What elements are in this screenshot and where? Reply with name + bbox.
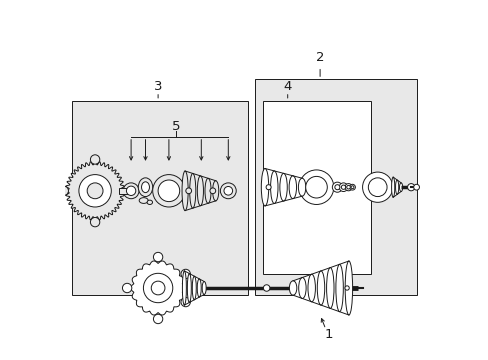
Ellipse shape [288, 176, 296, 199]
Text: 2: 2 [315, 51, 324, 64]
Circle shape [299, 170, 333, 204]
Circle shape [344, 286, 348, 290]
Circle shape [181, 269, 190, 279]
Circle shape [367, 178, 386, 197]
Circle shape [305, 176, 326, 198]
Ellipse shape [307, 274, 315, 302]
Circle shape [90, 217, 100, 227]
Circle shape [153, 252, 163, 262]
Ellipse shape [270, 171, 278, 203]
Circle shape [339, 183, 347, 192]
Polygon shape [292, 261, 348, 315]
Circle shape [87, 183, 103, 199]
Circle shape [362, 172, 392, 202]
Ellipse shape [298, 178, 305, 196]
Text: 5: 5 [171, 120, 180, 132]
Ellipse shape [189, 174, 195, 208]
Ellipse shape [187, 274, 191, 302]
Bar [262, 101, 370, 274]
Circle shape [151, 281, 164, 295]
Circle shape [346, 185, 349, 189]
Bar [72, 101, 247, 295]
Ellipse shape [182, 271, 186, 305]
Bar [255, 79, 416, 295]
Circle shape [153, 314, 163, 324]
Ellipse shape [197, 279, 201, 297]
Circle shape [334, 185, 339, 190]
Ellipse shape [289, 281, 296, 295]
Ellipse shape [326, 267, 333, 309]
Polygon shape [392, 177, 400, 197]
Circle shape [265, 185, 270, 190]
Text: 1: 1 [324, 328, 333, 341]
Circle shape [341, 185, 345, 189]
Ellipse shape [204, 178, 211, 203]
Circle shape [224, 186, 232, 195]
Bar [119, 188, 128, 194]
Ellipse shape [139, 198, 148, 203]
Circle shape [220, 183, 236, 199]
Ellipse shape [317, 271, 324, 305]
Ellipse shape [391, 177, 394, 197]
Circle shape [332, 182, 342, 192]
Polygon shape [185, 171, 215, 211]
Circle shape [181, 297, 190, 307]
Ellipse shape [212, 181, 218, 201]
Ellipse shape [197, 176, 203, 206]
Circle shape [152, 175, 185, 207]
Circle shape [126, 186, 136, 195]
Ellipse shape [279, 174, 286, 201]
Circle shape [407, 184, 414, 191]
Circle shape [185, 188, 191, 194]
Text: 3: 3 [154, 80, 162, 93]
Ellipse shape [138, 178, 152, 197]
Circle shape [350, 186, 353, 189]
Circle shape [122, 283, 132, 293]
Circle shape [143, 273, 172, 303]
Circle shape [79, 175, 111, 207]
Circle shape [158, 180, 179, 202]
Ellipse shape [263, 285, 269, 291]
Circle shape [123, 183, 139, 199]
Circle shape [209, 188, 215, 194]
Polygon shape [130, 261, 185, 315]
Circle shape [344, 184, 351, 191]
Ellipse shape [202, 282, 206, 294]
Ellipse shape [182, 171, 188, 211]
Text: 4: 4 [283, 80, 291, 93]
Ellipse shape [335, 264, 343, 312]
Ellipse shape [298, 278, 305, 298]
Polygon shape [184, 271, 204, 305]
Ellipse shape [192, 276, 196, 300]
Ellipse shape [141, 182, 149, 193]
Ellipse shape [399, 183, 402, 192]
Ellipse shape [261, 168, 268, 206]
Circle shape [90, 155, 100, 164]
Circle shape [349, 184, 355, 190]
Ellipse shape [345, 261, 352, 315]
Polygon shape [65, 161, 124, 220]
Circle shape [413, 184, 419, 190]
Ellipse shape [395, 180, 398, 194]
Polygon shape [264, 168, 302, 206]
Ellipse shape [147, 200, 152, 204]
Circle shape [59, 186, 68, 195]
